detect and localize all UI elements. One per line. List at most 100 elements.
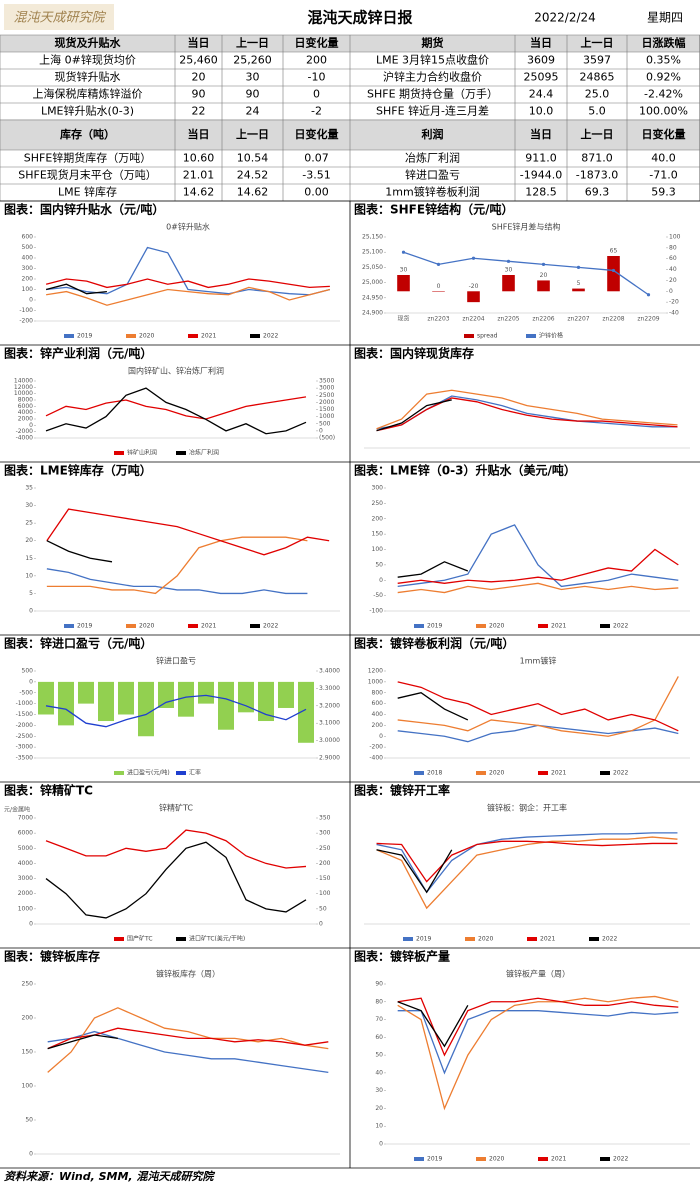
tick-label: 0 — [29, 608, 33, 615]
legend-swatch — [126, 334, 136, 338]
bar-label: 30 — [505, 267, 513, 274]
tick-label: 1500 — [319, 406, 334, 413]
tick-label: 200 — [22, 276, 34, 283]
tick-label: -20 — [669, 299, 679, 306]
tick-label: 0 — [29, 678, 33, 685]
source-note: 资料来源：Wind, SMM, 混沌天成研究院 — [4, 1170, 215, 1183]
series-line — [46, 246, 331, 296]
series-line — [397, 681, 679, 732]
bar-label: 5 — [577, 280, 581, 287]
legend-swatch — [114, 937, 124, 941]
table-header-cell: 当日 — [530, 127, 552, 141]
line-point — [401, 250, 406, 254]
bar — [138, 681, 154, 737]
table-cell: SHFE锌期货库存（万吨） — [24, 151, 152, 165]
table-cell: 0.00 — [304, 186, 329, 199]
logo-box — [4, 4, 114, 30]
tick-label: 4000 — [18, 860, 33, 867]
tick-label: 0 — [669, 288, 673, 295]
table-cell: -10 — [308, 71, 326, 84]
tick-label: 2000 — [319, 399, 334, 406]
tick-label: 1000 — [319, 413, 334, 420]
legend-label: 2020 — [489, 770, 504, 777]
table-cell: -3.51 — [302, 169, 330, 182]
series-line — [45, 829, 307, 869]
table-cell: 现货锌升贴水 — [55, 70, 121, 84]
legend-label: spread — [477, 333, 498, 340]
tick-label: 40 — [669, 266, 677, 273]
tick-label: 20 — [25, 537, 33, 544]
bar-label: 0 — [437, 283, 441, 290]
logo: 混沌天成研究院 — [13, 10, 106, 26]
tick-label: -3000 — [16, 744, 34, 751]
legend-swatch — [188, 334, 198, 338]
tick-label: 25,000 — [362, 279, 383, 286]
tick-label: -2500 — [16, 733, 34, 740]
series-line — [397, 995, 679, 1111]
tick-label: 1000 — [368, 678, 383, 685]
table-cell: 25,460 — [179, 54, 218, 67]
series-line — [376, 399, 452, 432]
tick-label: 8000 — [18, 397, 33, 404]
tick-label: 250 — [319, 845, 331, 852]
table-header-cell: 日变化量 — [642, 127, 686, 141]
tick-label: 1000 — [18, 905, 33, 912]
bar — [397, 275, 410, 292]
chart-title: SHFE锌月差与结构 — [492, 222, 561, 232]
tick-label: -50 — [373, 592, 383, 599]
bar — [78, 681, 94, 704]
series-line — [397, 582, 679, 594]
tick-label: 50 — [375, 561, 383, 568]
table-cell: 0.92% — [646, 71, 681, 84]
series-line — [397, 724, 679, 743]
table-cell: LME 3月锌15点收盘价 — [376, 53, 489, 67]
table-cell: 911.0 — [525, 152, 557, 165]
table-cell: 24865 — [580, 71, 615, 84]
legend-swatch — [176, 937, 186, 941]
tick-label: 300 — [372, 485, 384, 492]
legend-swatch — [64, 624, 74, 628]
tick-label: 200 — [22, 1015, 34, 1022]
legend-label: 2020 — [489, 623, 504, 630]
series-line — [46, 286, 331, 306]
chart-title: 1mm镀锌 — [520, 656, 557, 666]
series-line — [46, 568, 308, 595]
table-cell: 锌进口盈亏 — [405, 168, 460, 182]
tick-label: 0 — [379, 1141, 383, 1148]
tick-label: 3.4000 — [319, 668, 340, 675]
table-cell: 30 — [246, 71, 260, 84]
legend-swatch — [538, 624, 548, 628]
tick-label: 80 — [669, 244, 677, 251]
line-point — [436, 262, 441, 266]
tick-label: 24,900 — [362, 310, 383, 317]
legend-swatch — [465, 937, 475, 941]
table-cell: 25095 — [524, 71, 559, 84]
tick-label: 3.1000 — [319, 720, 340, 727]
table-cell: 沪锌主力合约收盘价 — [383, 70, 482, 84]
tick-label: 3000 — [319, 385, 334, 392]
series-line — [46, 536, 308, 595]
tick-label: 50 — [319, 905, 327, 912]
legend-swatch — [476, 771, 486, 775]
series-line — [45, 387, 307, 435]
series-line — [397, 676, 679, 737]
series-line — [47, 1034, 118, 1050]
table-cell: 40.0 — [651, 152, 676, 165]
table-cell: 25,260 — [233, 54, 272, 67]
legend-label: 2021 — [201, 333, 216, 340]
table-header-cell: 当日 — [530, 36, 552, 50]
tick-label: 2.9000 — [319, 755, 340, 762]
legend-swatch — [589, 937, 599, 941]
tick-label: 0 — [379, 733, 383, 740]
legend-label: 2019 — [427, 1156, 442, 1163]
tick-label: 300 — [319, 830, 331, 837]
bar — [278, 681, 294, 708]
tick-label: -400 — [369, 755, 383, 762]
legend-swatch — [600, 771, 610, 775]
tick-label: 150 — [22, 1049, 34, 1056]
table-cell: 10.54 — [237, 152, 269, 165]
table-cell: -2 — [311, 105, 322, 118]
bar — [218, 681, 234, 730]
chart-heading: 图表：镀锌开工率 — [354, 783, 450, 798]
table-header-cell: 上一日 — [236, 36, 269, 50]
